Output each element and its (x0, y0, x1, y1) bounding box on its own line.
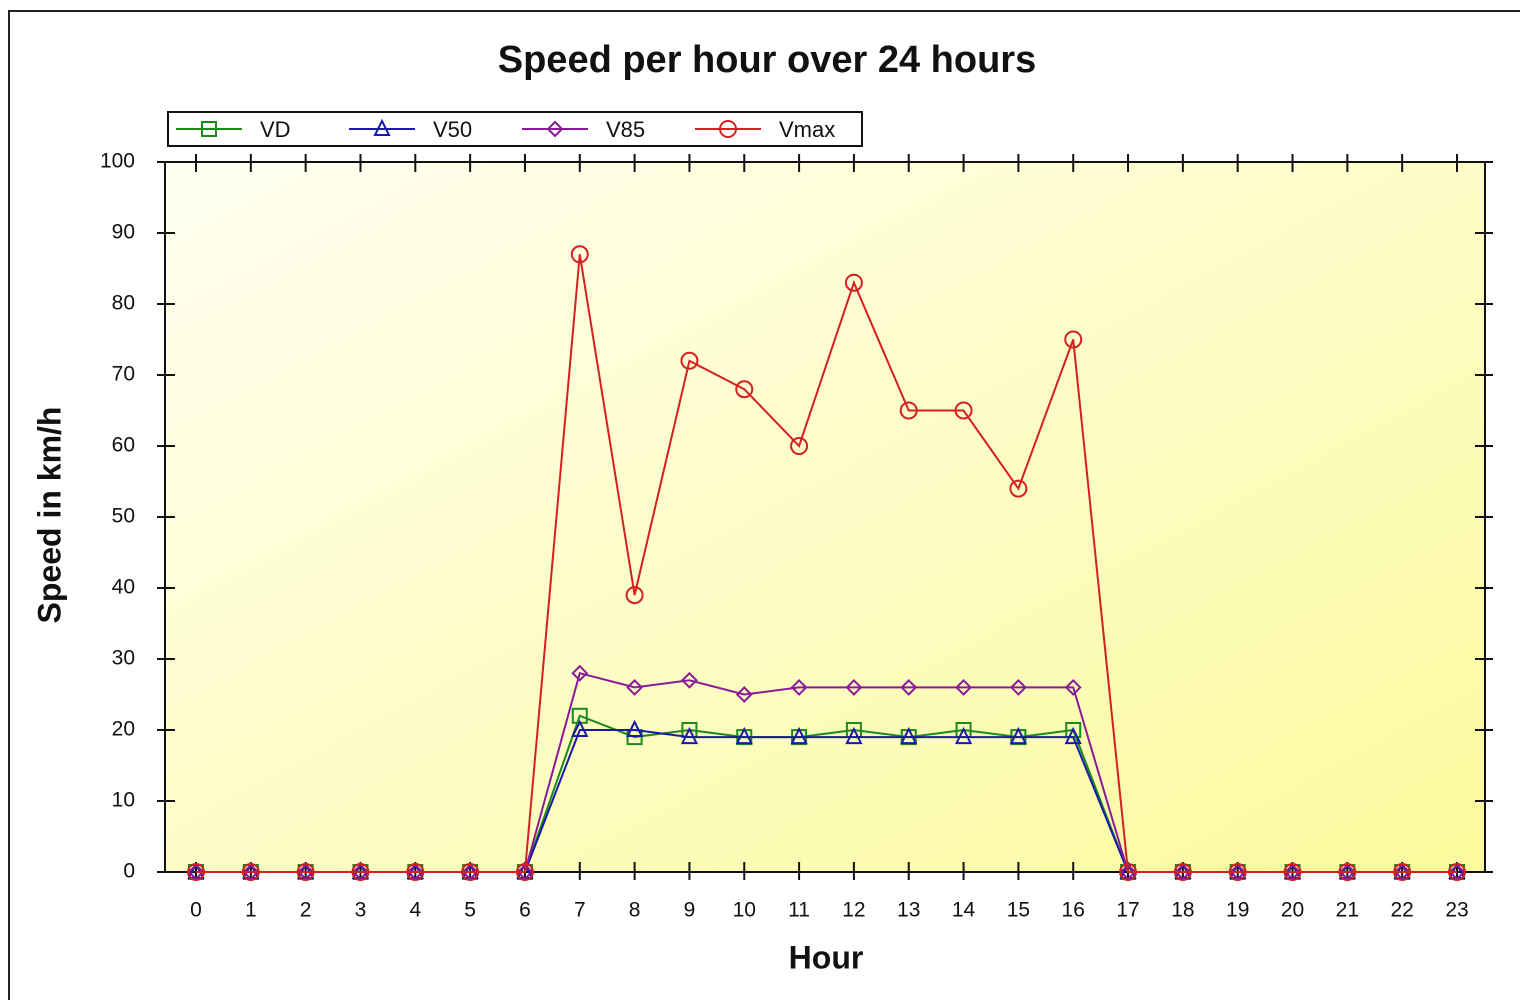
x-tick-label: 19 (1226, 899, 1249, 922)
y-tick-label: 40 (112, 576, 135, 599)
y-tick-label: 20 (112, 718, 135, 741)
x-tick-label: 11 (788, 899, 810, 922)
point (790, 437, 809, 455)
point (1228, 863, 1247, 881)
x-tick-label: 15 (1007, 899, 1030, 922)
x-tick-label: 8 (629, 899, 641, 922)
y-tick-label: 30 (112, 647, 135, 670)
point (735, 686, 753, 703)
legend-label: V50 (433, 117, 472, 142)
point (954, 401, 973, 420)
series-line (196, 254, 1457, 873)
point (844, 273, 863, 292)
x-tick-label: 23 (1445, 899, 1468, 922)
point (571, 719, 589, 737)
x-tick-label: 5 (464, 899, 476, 922)
point (955, 678, 972, 696)
point (351, 863, 370, 881)
point (680, 351, 699, 370)
x-tick-label: 6 (519, 899, 531, 922)
legend-label: Vmax (779, 117, 835, 142)
point (735, 380, 754, 399)
legend-label: V85 (606, 117, 645, 142)
x-axis-label: Hour (789, 939, 864, 975)
point (1064, 330, 1083, 349)
point (187, 863, 205, 881)
x-tick-label: 7 (574, 899, 586, 922)
x-tick-label: 14 (952, 899, 976, 922)
point (1283, 863, 1302, 881)
point (790, 678, 808, 696)
x-tick-label: 22 (1390, 899, 1413, 922)
point (790, 726, 808, 745)
legend-marker (546, 120, 564, 138)
x-tick-label: 21 (1336, 899, 1359, 922)
point (570, 245, 589, 264)
x-tick-label: 0 (190, 899, 202, 922)
point (1009, 678, 1027, 696)
point (406, 863, 425, 881)
y-tick-label: 10 (112, 789, 135, 812)
point (1064, 678, 1082, 696)
point (571, 664, 589, 682)
point (1173, 863, 1192, 881)
point (735, 726, 753, 745)
legend-label: VD (260, 117, 291, 142)
point (1009, 726, 1028, 745)
point (625, 719, 644, 737)
point (680, 726, 699, 745)
point (681, 671, 698, 689)
point (845, 678, 863, 696)
x-tick-label: 9 (684, 899, 696, 922)
point (1009, 479, 1028, 498)
point (900, 726, 918, 745)
point (1448, 863, 1466, 881)
x-tick-label: 4 (409, 899, 421, 922)
y-tick-label: 0 (123, 860, 135, 883)
legend-marker (373, 118, 391, 136)
y-tick-label: 70 (112, 363, 135, 386)
legend-marker (201, 121, 217, 137)
frame (8, 10, 1520, 1000)
y-axis-label: Speed in km/h (31, 407, 67, 624)
x-tick-label: 16 (1062, 899, 1085, 922)
legend-marker (719, 120, 737, 138)
x-tick-label: 12 (842, 899, 865, 922)
y-tick-label: 80 (112, 292, 135, 315)
x-tick-label: 18 (1171, 899, 1194, 922)
x-tick-label: 17 (1116, 899, 1139, 922)
point (899, 401, 918, 420)
point (1064, 726, 1082, 745)
y-tick-label: 90 (112, 221, 135, 244)
plot-area (164, 161, 1486, 873)
y-tick-label: 50 (112, 505, 135, 528)
x-tick-label: 10 (733, 899, 756, 922)
point (1393, 863, 1412, 881)
point (900, 678, 918, 696)
x-tick-label: 13 (897, 899, 920, 922)
point (625, 586, 644, 605)
point (461, 863, 480, 881)
point (1119, 863, 1138, 881)
y-tick-label: 100 (100, 150, 135, 173)
x-tick-label: 3 (355, 899, 367, 922)
chart-title: Speed per hour over 24 hours (498, 39, 1036, 81)
point (626, 678, 644, 696)
point (845, 726, 863, 745)
point (1338, 863, 1357, 881)
x-tick-label: 2 (300, 899, 312, 922)
x-tick-label: 20 (1281, 899, 1304, 922)
y-tick-label: 60 (112, 434, 135, 457)
point (241, 863, 260, 881)
point (954, 726, 973, 745)
x-tick-label: 1 (245, 899, 257, 922)
point (296, 863, 315, 881)
point (515, 863, 534, 881)
